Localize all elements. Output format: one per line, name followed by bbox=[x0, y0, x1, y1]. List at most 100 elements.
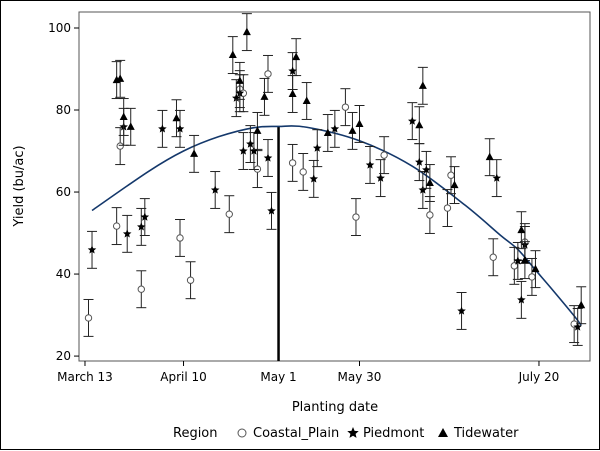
data-point-tidewater bbox=[530, 250, 541, 289]
marker-circle bbox=[288, 159, 297, 167]
data-point-tidewater bbox=[189, 134, 200, 173]
marker-circle bbox=[264, 70, 272, 78]
marker-star bbox=[492, 173, 502, 182]
marker-triangle bbox=[577, 300, 586, 309]
marker-star bbox=[267, 206, 276, 215]
y-tick-label: 40 bbox=[56, 267, 71, 281]
marker-star bbox=[376, 173, 385, 182]
data-point-tidewater bbox=[118, 98, 129, 136]
data-point-coastal-plain bbox=[287, 143, 298, 182]
marker-triangle bbox=[119, 112, 128, 120]
marker-circle bbox=[528, 273, 536, 281]
y-tick-label: 20 bbox=[56, 349, 71, 363]
y-tick-label: 80 bbox=[56, 103, 71, 117]
marker-circle bbox=[225, 210, 233, 218]
marker-circle bbox=[352, 213, 360, 221]
data-point-tidewater bbox=[519, 241, 530, 280]
data-point-coastal-plain bbox=[83, 298, 94, 337]
legend-title: Region bbox=[173, 426, 218, 441]
legend-marker-star bbox=[347, 427, 359, 438]
data-point-tidewater bbox=[115, 59, 126, 98]
y-tick-label: 60 bbox=[56, 185, 71, 199]
marker-triangle bbox=[292, 52, 301, 61]
data-point-coastal-plain bbox=[111, 207, 122, 246]
data-point-coastal-plain bbox=[175, 219, 186, 257]
x-tick-label: May 30 bbox=[338, 370, 382, 384]
data-point-piedmont bbox=[312, 129, 323, 168]
marker-triangle bbox=[520, 255, 529, 264]
marker-star bbox=[239, 146, 248, 155]
marker-triangle bbox=[415, 120, 424, 129]
data-point-tidewater bbox=[241, 13, 252, 52]
y-axis-label: Yield (bu/ac) bbox=[12, 145, 27, 227]
marker-triangle bbox=[348, 126, 357, 134]
data-point-piedmont bbox=[365, 146, 376, 184]
legend-marker-triangle bbox=[438, 428, 448, 437]
data-point-coastal-plain bbox=[224, 195, 235, 234]
marker-star bbox=[330, 124, 340, 133]
reference-line-label: May 1 bbox=[260, 370, 296, 384]
data-point-coastal-plain bbox=[340, 88, 351, 127]
data-point-piedmont bbox=[329, 109, 340, 148]
marker-star bbox=[457, 306, 466, 315]
marker-star bbox=[418, 185, 428, 194]
marker-circle bbox=[112, 222, 121, 230]
data-point-piedmont bbox=[157, 109, 168, 148]
marker-triangle bbox=[126, 122, 135, 130]
marker-star bbox=[408, 116, 417, 125]
data-point-piedmont bbox=[87, 230, 98, 269]
data-point-tidewater bbox=[347, 111, 358, 150]
marker-triangle bbox=[228, 50, 237, 59]
marker-triangle bbox=[517, 225, 526, 234]
legend-label-coastal: Coastal_Plain bbox=[253, 426, 339, 441]
data-point-piedmont bbox=[456, 292, 467, 330]
data-point-piedmont bbox=[516, 280, 527, 319]
marker-circle bbox=[186, 276, 195, 284]
data-point-coastal-plain bbox=[488, 238, 499, 277]
marker-circle bbox=[489, 253, 497, 261]
x-tick-label: March 13 bbox=[57, 370, 113, 384]
data-point-coastal-plain bbox=[298, 152, 309, 191]
data-point-coastal-plain bbox=[185, 261, 196, 300]
marker-triangle bbox=[485, 152, 494, 161]
marker-star bbox=[122, 229, 132, 238]
marker-star bbox=[137, 222, 146, 231]
data-point-piedmont bbox=[210, 171, 221, 209]
data-point-tidewater bbox=[322, 114, 333, 152]
marker-circle bbox=[116, 142, 124, 150]
marker-triangle bbox=[418, 81, 427, 89]
marker-triangle bbox=[531, 264, 540, 273]
marker-star bbox=[246, 139, 255, 148]
data-point-piedmont bbox=[375, 159, 386, 198]
marker-circle bbox=[443, 204, 452, 212]
data-point-piedmont bbox=[175, 109, 186, 148]
marker-triangle bbox=[302, 96, 311, 104]
legend-marker-circle bbox=[237, 428, 247, 438]
marker-circle bbox=[380, 151, 388, 159]
marker-star bbox=[312, 143, 322, 152]
plot-frame bbox=[78, 11, 591, 362]
data-point-tidewater bbox=[354, 105, 365, 143]
data-point-piedmont bbox=[122, 214, 133, 253]
data-point-piedmont bbox=[238, 132, 249, 170]
marker-star bbox=[175, 124, 185, 133]
data-point-tidewater bbox=[259, 77, 270, 116]
legend-label-piedmont: Piedmont bbox=[363, 426, 424, 441]
data-point-coastal-plain bbox=[442, 189, 453, 227]
marker-star bbox=[573, 322, 582, 331]
marker-circle bbox=[426, 211, 434, 219]
data-point-piedmont bbox=[266, 191, 277, 230]
data-point-piedmont bbox=[262, 139, 273, 177]
data-point-coastal-plain bbox=[115, 127, 126, 166]
marker-triangle bbox=[253, 126, 262, 134]
marker-triangle bbox=[235, 76, 244, 84]
marker-star bbox=[263, 153, 273, 162]
fit-curve bbox=[91, 125, 582, 326]
marker-triangle bbox=[425, 178, 434, 187]
data-point-tidewater bbox=[287, 75, 298, 113]
data-point-tidewater bbox=[484, 138, 495, 177]
data-point-tidewater bbox=[234, 61, 245, 100]
marker-circle bbox=[84, 314, 93, 322]
